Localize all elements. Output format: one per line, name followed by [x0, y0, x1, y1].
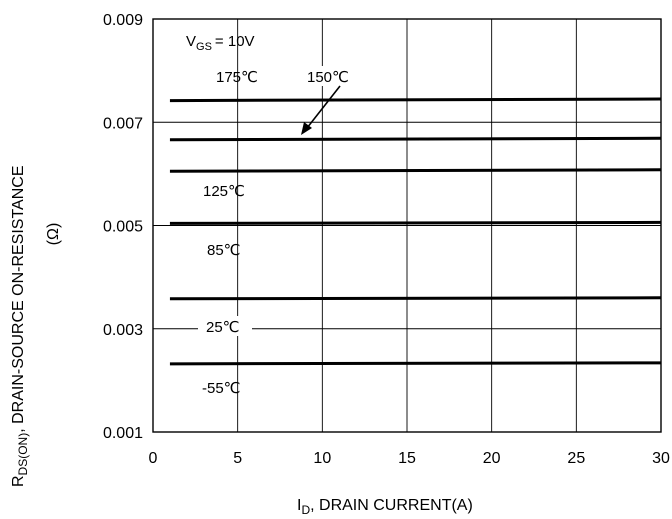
vgs-value: = 10V: [215, 33, 255, 50]
annotation-150c-arrowhead: [301, 122, 312, 135]
x-tick-label: 25: [567, 450, 585, 467]
series-line: [169, 97, 662, 103]
x-tick-label: 30: [652, 450, 670, 467]
x-axis-title-text: , DRAIN CURRENT(A): [310, 497, 473, 514]
y-axis-title-symbol: R: [10, 475, 27, 487]
y-tick-label: 0.005: [103, 219, 143, 236]
annotation-150c-box: [305, 66, 353, 86]
series-line: [169, 296, 662, 301]
series-line: [169, 136, 662, 142]
x-tick-label: 15: [398, 450, 416, 467]
annotation-125c: 125℃: [203, 183, 245, 200]
annotation-85c: 85℃: [207, 242, 241, 259]
y-tick-label: 0.007: [103, 115, 143, 132]
x-tick-label: 10: [313, 450, 331, 467]
x-axis-title-subscript: D: [301, 503, 310, 517]
y-tick-labels: 0.009 0.007 0.005 0.003 0.001: [103, 12, 143, 442]
y-axis-title: RDS(ON), DRAIN-SOURCE ON-RESISTANCE: [10, 165, 30, 487]
vgs-condition-label: VGS = 10V: [186, 33, 255, 53]
series-line: [169, 220, 662, 225]
grid: [153, 19, 661, 432]
series-line: [169, 361, 662, 366]
annotation-150c-arrow: [306, 85, 341, 129]
x-tick-label: 0: [149, 450, 158, 467]
y-axis-title-text: , DRAIN-SOURCE ON-RESISTANCE: [10, 165, 27, 432]
y-axis-title-subscript: DS(ON): [16, 433, 30, 476]
y-tick-label: 0.003: [103, 322, 143, 339]
annotation-150c: 150℃: [307, 69, 349, 86]
x-axis-title: ID, DRAIN CURRENT(A): [297, 497, 473, 517]
y-tick-label: 0.009: [103, 12, 143, 29]
annotation-175c: 175℃: [216, 69, 258, 86]
x-tick-labels: 0 5 10 15 20 25 30: [149, 450, 670, 467]
annotation-25c: 25℃: [206, 319, 240, 336]
y-axis-unit: (Ω): [45, 223, 62, 246]
x-tick-label: 5: [233, 450, 242, 467]
annotation-minus55c: -55℃: [202, 380, 241, 397]
vgs-subscript: GS: [196, 41, 212, 53]
series-line: [169, 168, 662, 173]
curves: [169, 97, 662, 366]
vgs-symbol: V: [186, 33, 196, 50]
x-tick-label: 20: [483, 450, 501, 467]
x-axis-title-symbol: I: [297, 497, 301, 514]
annotation-25c-box: [198, 316, 252, 336]
plot-frame: [152, 18, 662, 433]
y-tick-label: 0.001: [103, 425, 143, 442]
